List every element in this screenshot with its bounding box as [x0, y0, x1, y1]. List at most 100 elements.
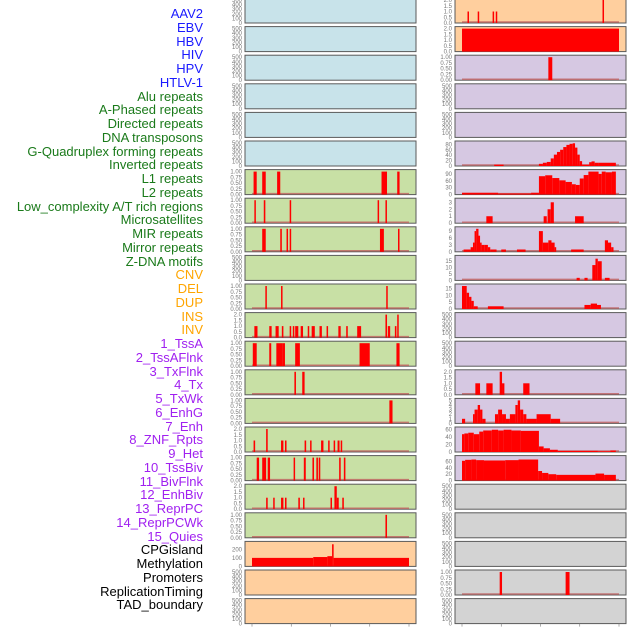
panel-background [244, 340, 417, 367]
y-tick-label: 0.25 [230, 387, 242, 393]
y-tick-label: 0 [449, 479, 453, 485]
y-tick-label: 0 [449, 221, 453, 227]
data-bar [336, 497, 339, 510]
data-bar [280, 228, 282, 252]
data-bar [316, 457, 318, 481]
data-bar [584, 304, 591, 309]
y-tick-label: 0 [449, 193, 453, 199]
data-bar [462, 28, 619, 52]
y-tick-label: 100 [442, 331, 453, 337]
data-bar [273, 497, 275, 510]
y-tick-label: 0.50 [230, 381, 242, 387]
data-bar [311, 326, 315, 338]
data-bar [386, 286, 388, 309]
panel-background [244, 512, 417, 539]
data-bar [346, 326, 348, 338]
track-label: HPV [176, 61, 203, 76]
y-tick-label: 500 [232, 599, 243, 605]
data-bar [312, 457, 315, 481]
y-tick-label: 500 [232, 570, 243, 576]
y-tick-label: 400 [232, 260, 243, 266]
y-tick-label: 0.50 [440, 582, 452, 588]
track-label: CPGisland [140, 542, 203, 558]
y-tick-label: 300 [442, 608, 453, 614]
y-tick-label: 1.0 [444, 38, 453, 44]
data-bar [340, 440, 343, 452]
data-bar [474, 231, 477, 252]
data-bar [501, 249, 506, 252]
y-tick-label: 500 [442, 541, 453, 547]
y-tick-label: 200 [232, 12, 243, 18]
data-bar [591, 161, 595, 166]
y-tick-label: 200 [442, 527, 453, 533]
y-tick-label: 4 [449, 403, 453, 409]
data-bar [265, 286, 267, 309]
data-bar [531, 192, 539, 195]
y-tick-label: 400 [442, 603, 453, 609]
data-bar [398, 228, 400, 252]
data-bar [550, 202, 554, 224]
panel-background [454, 54, 627, 81]
data-bar [565, 572, 570, 595]
data-bar [339, 457, 341, 481]
y-tick-label: 60 [445, 179, 452, 185]
panel-background [244, 598, 417, 625]
data-bar [385, 314, 388, 338]
y-tick-label: 300 [442, 551, 453, 557]
y-tick-label: 0 [449, 450, 453, 456]
y-tick-label: 0 [239, 622, 243, 628]
data-bar [575, 147, 578, 166]
y-tick-label: 5 [449, 272, 453, 278]
data-bar [579, 178, 584, 195]
y-tick-label: 100 [232, 16, 243, 22]
y-tick-label: 10 [445, 293, 452, 299]
data-bar [518, 459, 539, 481]
data-bar [292, 326, 295, 338]
y-tick-label: 300 [442, 122, 453, 128]
data-bar [538, 446, 544, 452]
data-bar [499, 371, 503, 395]
data-bar [484, 244, 488, 252]
data-bar [467, 249, 471, 252]
data-bar [543, 216, 547, 224]
y-tick-label: 100 [232, 102, 243, 108]
y-tick-label: 0.0 [444, 21, 453, 27]
data-bar [511, 430, 521, 452]
data-bar [253, 171, 257, 195]
data-bar [342, 497, 344, 510]
y-tick-label: 0.50 [230, 238, 242, 244]
y-tick-label: 0.25 [440, 72, 452, 78]
y-tick-label: 300 [232, 608, 243, 614]
track-label: Mirror repeats [122, 239, 203, 255]
y-tick-label: 300 [442, 350, 453, 356]
y-tick-label: 1.00 [230, 284, 242, 290]
y-tick-label: 0.00 [440, 593, 452, 599]
data-bar [338, 326, 341, 338]
track-label: 10_TssBiv [143, 459, 203, 475]
track-label: HIV [181, 47, 203, 63]
data-bar [579, 161, 583, 166]
y-tick-label: 100 [232, 617, 243, 623]
data-bar [559, 180, 566, 195]
y-tick-label: 1.5 [444, 4, 453, 10]
data-bar [293, 457, 296, 481]
data-bar [546, 161, 551, 166]
track-label: Z-DNA motifs [125, 253, 203, 269]
y-tick-label: 300 [232, 93, 243, 99]
y-tick-label: 300 [442, 322, 453, 328]
data-bar [542, 162, 547, 166]
y-tick-label: 300 [232, 122, 243, 128]
y-tick-label: 0.25 [230, 215, 242, 221]
y-tick-label: 60 [445, 148, 452, 154]
data-bar [548, 57, 553, 81]
data-bar [545, 175, 553, 195]
panel-background [244, 569, 417, 596]
track-label: DNA transposons [101, 129, 203, 145]
track-label: 14_ReprPCWk [116, 514, 203, 530]
data-bar [326, 326, 329, 338]
data-bar [503, 429, 512, 452]
panel-background [454, 483, 627, 510]
y-tick-label: 200 [232, 547, 243, 553]
y-tick-label: 0.0 [444, 393, 453, 399]
y-tick-label: 500 [232, 141, 243, 147]
